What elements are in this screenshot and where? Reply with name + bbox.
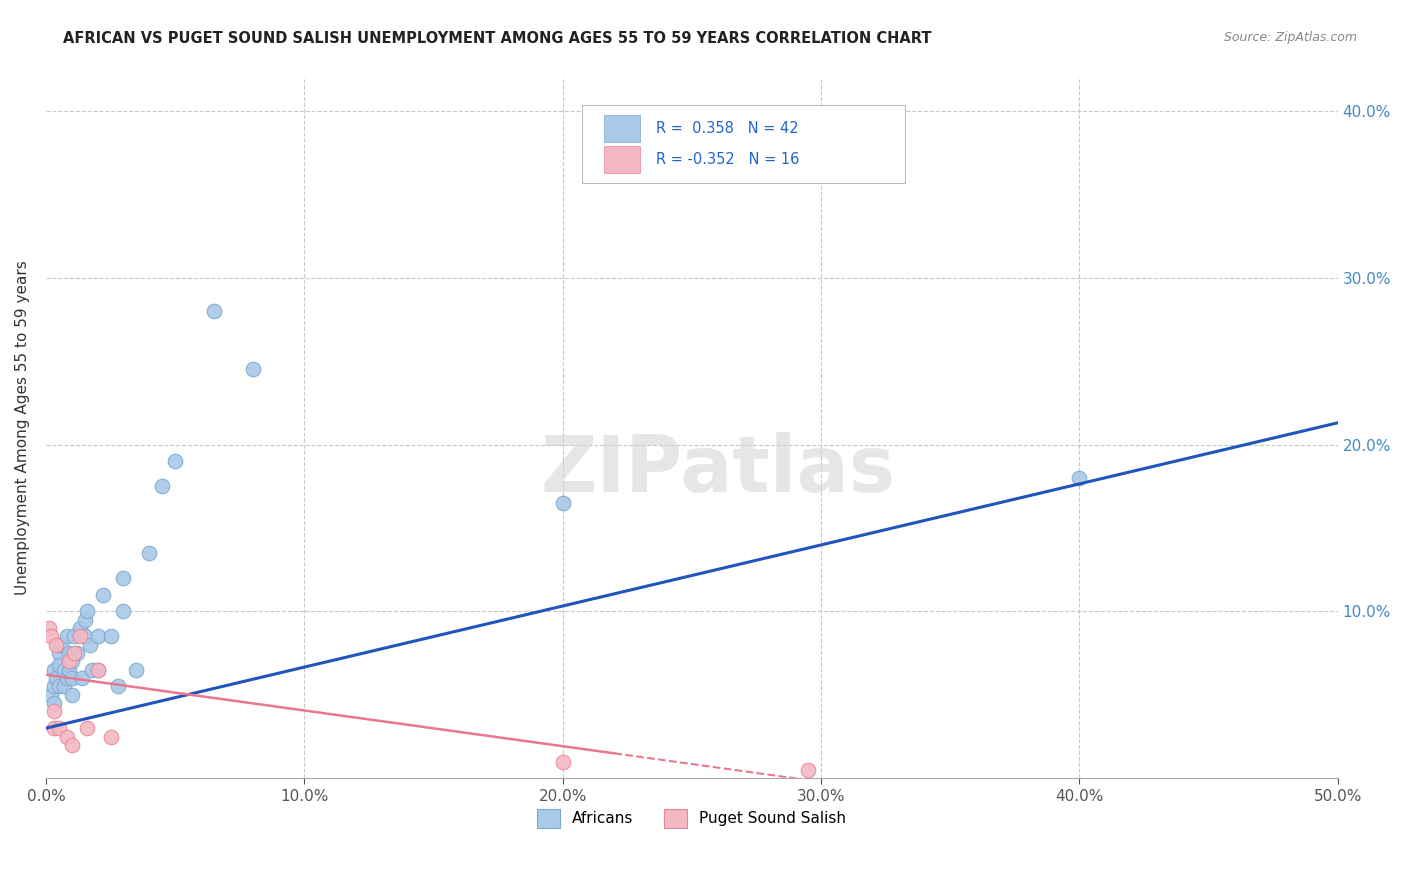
Point — [100, 629, 122, 643]
Point — [42, 696, 65, 710]
Point — [125, 663, 148, 677]
Point — [58, 655, 80, 669]
Point — [48, 680, 70, 694]
Point — [100, 730, 122, 744]
Point — [66, 646, 89, 660]
Point — [39, 629, 62, 643]
Point — [242, 362, 264, 376]
Point — [48, 721, 70, 735]
Point — [86, 663, 108, 677]
Point — [73, 613, 96, 627]
Point — [51, 638, 73, 652]
Point — [69, 621, 91, 635]
Point — [112, 571, 135, 585]
Point — [42, 721, 65, 735]
Text: R =  0.358   N = 42: R = 0.358 N = 42 — [655, 121, 799, 136]
Text: ZIPatlas: ZIPatlas — [540, 432, 896, 508]
Point — [58, 663, 80, 677]
Point — [1069, 471, 1091, 485]
Point — [48, 646, 70, 660]
FancyBboxPatch shape — [605, 146, 640, 173]
Point — [86, 629, 108, 643]
Point — [63, 646, 86, 660]
Y-axis label: Unemployment Among Ages 55 to 59 years: Unemployment Among Ages 55 to 59 years — [15, 260, 30, 595]
Point — [58, 646, 80, 660]
Text: R = -0.352   N = 16: R = -0.352 N = 16 — [655, 152, 799, 167]
Point — [86, 663, 108, 677]
Text: Source: ZipAtlas.com: Source: ZipAtlas.com — [1223, 31, 1357, 45]
Point — [45, 671, 67, 685]
Point — [42, 680, 65, 694]
Point — [63, 629, 86, 643]
Point — [797, 763, 820, 777]
Point — [112, 604, 135, 618]
FancyBboxPatch shape — [582, 105, 905, 183]
Point — [55, 730, 77, 744]
Point — [55, 629, 77, 643]
Point — [551, 496, 574, 510]
Point — [53, 680, 76, 694]
Point — [165, 454, 187, 468]
FancyBboxPatch shape — [605, 115, 640, 142]
Legend: Africans, Puget Sound Salish: Africans, Puget Sound Salish — [531, 803, 852, 834]
Point — [60, 655, 83, 669]
Point — [76, 604, 98, 618]
Point — [73, 629, 96, 643]
Point — [79, 638, 101, 652]
Text: AFRICAN VS PUGET SOUND SALISH UNEMPLOYMENT AMONG AGES 55 TO 59 YEARS CORRELATION: AFRICAN VS PUGET SOUND SALISH UNEMPLOYME… — [63, 31, 932, 46]
Point — [42, 663, 65, 677]
Point — [53, 663, 76, 677]
Point — [38, 621, 60, 635]
Point — [39, 688, 62, 702]
Point — [150, 479, 173, 493]
Point — [82, 663, 104, 677]
Point — [76, 721, 98, 735]
Point — [55, 671, 77, 685]
Point — [60, 738, 83, 752]
Point — [60, 671, 83, 685]
Point — [202, 304, 225, 318]
Point — [45, 638, 67, 652]
Point — [60, 688, 83, 702]
Point — [91, 588, 114, 602]
Point — [48, 657, 70, 672]
Point — [107, 680, 129, 694]
Point — [138, 546, 160, 560]
Point — [70, 671, 93, 685]
Point — [551, 755, 574, 769]
Point — [42, 705, 65, 719]
Point — [69, 629, 91, 643]
